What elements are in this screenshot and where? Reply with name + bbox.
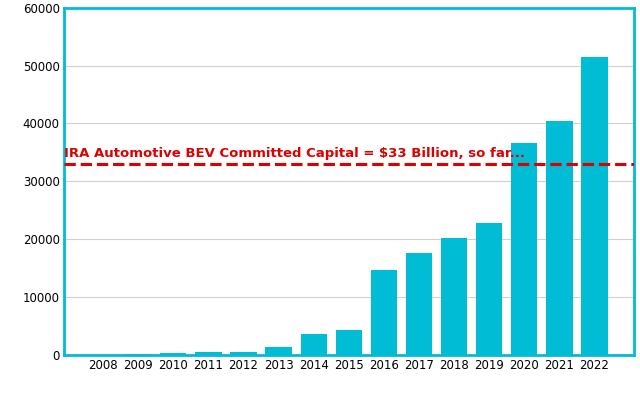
Bar [335,330,362,355]
Bar [125,354,151,355]
Bar [406,253,432,355]
Bar [301,334,327,355]
Bar [195,352,221,355]
Bar [476,223,502,355]
Bar [547,121,573,355]
Text: IRA Automotive BEV Committed Capital = $33 Billion, so far...: IRA Automotive BEV Committed Capital = $… [64,147,525,160]
Bar [160,353,186,355]
Bar [230,352,257,355]
Bar [441,238,467,355]
Bar [266,347,292,355]
Bar [511,143,538,355]
Bar [581,57,608,355]
Bar [371,269,397,355]
